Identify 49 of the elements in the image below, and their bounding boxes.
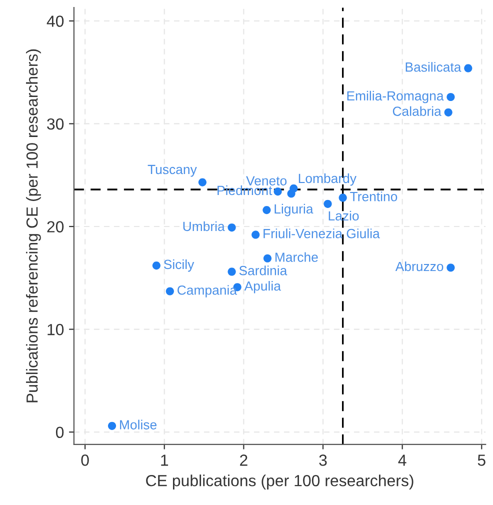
annotation: Lazio [328,210,359,221]
point [252,230,260,239]
annotation: Lombardy [298,173,356,186]
point [290,184,298,193]
annotation: Piedmont [218,185,272,196]
annotation: Sardinia [239,266,288,276]
annotation: Abruzzo [395,261,444,272]
y-tick-label: 30 [47,118,64,130]
point [446,92,455,102]
point [446,264,455,272]
x-tick-label: 5 [478,454,486,466]
annotation: Sicily [164,259,194,272]
annotation: Friuli-Venezia Giulia [264,228,380,238]
annotation: Trentino [350,192,398,202]
y-tick-label: 20 [47,221,64,232]
annotation: Emilia-Romagna [347,90,444,104]
y-tick-label: 0 [56,426,64,438]
annotation: Campania [178,285,238,298]
x-axis-title: CE publications (per 100 researchers) [146,474,414,490]
annotation: Marche [276,252,318,262]
point [274,188,282,196]
annotation: Apulia [244,280,281,294]
x-tick-label: 1 [161,454,168,466]
point [263,254,272,262]
point [338,194,347,202]
x-tick-label: 2 [240,454,248,466]
x-tick-label: 0 [81,454,89,466]
point [228,223,236,232]
annotation: Veneto [246,176,287,186]
annotation: Umbria [183,221,225,232]
y-tick-label: 40 [46,16,64,27]
x-tick-label: 4 [398,454,406,466]
point [198,178,206,186]
annotation: Calabria [392,106,442,116]
annotation: Tuscany [148,164,197,177]
point [108,422,116,430]
y-axis-title: Publications referencing CE (per 100 researchers) [26,49,41,402]
point [228,268,236,276]
x-tick-label: 3 [319,454,327,466]
point [324,200,332,208]
point [262,206,271,214]
point [152,262,160,270]
point [444,108,452,116]
point [464,64,472,72]
annotation: Molise [120,420,157,430]
point [166,287,174,296]
annotation: Basilicata [406,62,462,72]
annotation: Liguria [274,204,314,216]
y-tick-label: 10 [48,324,64,336]
